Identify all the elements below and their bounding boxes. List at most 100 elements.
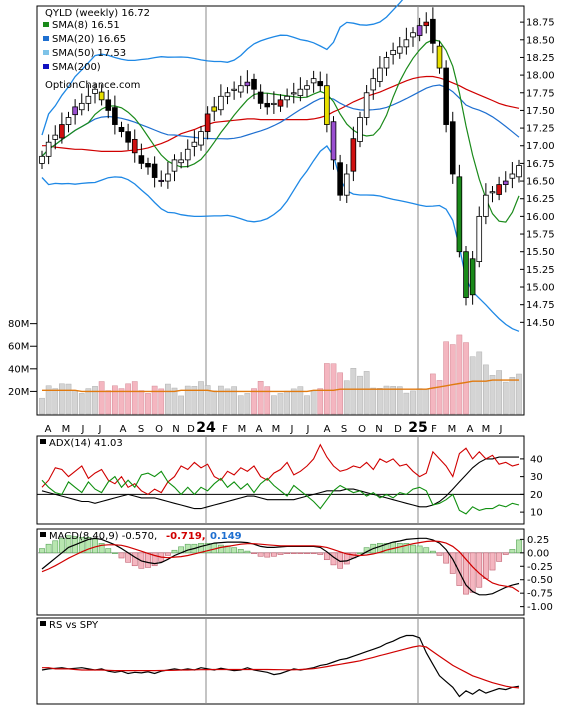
- macd-histogram-bar: [98, 543, 105, 554]
- price-tick-label: 16.25: [526, 194, 555, 205]
- volume-bar: [363, 371, 370, 415]
- adx-tick-label: 20: [530, 490, 543, 501]
- macd-histogram-bar: [509, 549, 516, 554]
- candle-body: [363, 92, 370, 118]
- macd-histogram-bar: [231, 547, 238, 554]
- volume-bars: [39, 334, 522, 415]
- x-tick-label: J: [81, 424, 85, 435]
- price-tick-label: 14.50: [526, 318, 555, 329]
- adx-series-line: [41, 470, 520, 515]
- volume-bar: [423, 388, 430, 415]
- volume-bar: [204, 385, 211, 415]
- macd-histogram-bar: [251, 552, 257, 554]
- candle-body: [430, 18, 436, 44]
- candle-body: [416, 25, 423, 36]
- volume-tick-label: 40M: [8, 364, 29, 375]
- volume-bar: [118, 388, 125, 415]
- sma20-line: [41, 84, 520, 157]
- candle-body: [52, 134, 59, 140]
- candle-body: [118, 126, 125, 133]
- candle-body: [224, 92, 231, 97]
- macd-histogram-bar: [423, 547, 430, 554]
- candle-body: [264, 102, 271, 108]
- volume-bar: [145, 393, 151, 415]
- volume-bar: [496, 370, 502, 415]
- macd-histogram-bar: [323, 552, 330, 561]
- macd-histogram-bar: [65, 535, 72, 554]
- x-tick-label: M: [238, 424, 247, 435]
- price-tick-label: 17.50: [526, 106, 555, 117]
- x-tick-label: A: [120, 424, 127, 435]
- macd-histogram-bar: [337, 552, 344, 569]
- macd-title: MACD(8,40,9) -0.570,: [49, 531, 157, 542]
- candle-body: [39, 155, 45, 164]
- macd-histogram-bar: [502, 552, 509, 555]
- candle-body: [436, 45, 443, 69]
- x-tick-label: M: [482, 424, 491, 435]
- macd-histogram-bar: [317, 552, 324, 555]
- volume-bar: [330, 363, 337, 415]
- volume-bar: [178, 395, 184, 415]
- x-tick-label: A: [324, 424, 331, 435]
- upper-band-line: [41, 0, 404, 136]
- macd-tick-label: 0.00: [527, 548, 549, 559]
- candle-body: [443, 67, 449, 125]
- rs-grid: [205, 618, 419, 704]
- macd-histogram-bar: [217, 544, 224, 554]
- candlesticks: [39, 7, 522, 306]
- macd-histogram-bar: [496, 552, 503, 562]
- volume-tick-label: 80M: [8, 319, 29, 330]
- lower-band-line: [41, 145, 520, 332]
- macd-hist-value: 0.149: [210, 531, 242, 542]
- candle-body: [78, 102, 85, 111]
- volume-bar: [184, 385, 191, 415]
- macd-histogram-bar: [171, 549, 178, 554]
- candle-body: [377, 67, 383, 82]
- price-tick-label: 16.75: [526, 159, 555, 170]
- volume-bar: [370, 387, 377, 415]
- macd-histogram-bar: [436, 552, 443, 556]
- price-panel-frame: [36, 5, 525, 416]
- rs-panel-frame: [36, 617, 525, 705]
- volume-bar: [290, 388, 297, 415]
- price-legend: QYLD (weekly) 16.72 SMA(8) 16.51 SMA(20)…: [43, 8, 150, 91]
- volume-bar: [85, 388, 92, 415]
- price-tick-label: 15.75: [526, 230, 555, 241]
- x-tick-label: O: [358, 424, 366, 435]
- volume-bar: [218, 385, 224, 415]
- macd-histogram-bar: [284, 552, 291, 554]
- macd-histogram-bar: [456, 552, 463, 586]
- adx-panel: 40 30 20 10 ADX(14) 41.03: [36, 435, 543, 525]
- candle-body: [403, 39, 410, 48]
- candle-body: [85, 95, 92, 104]
- candle-body: [290, 92, 297, 95]
- volume-bar: [456, 334, 463, 415]
- volume-bar: [138, 390, 145, 415]
- macd-histogram-bar: [429, 550, 436, 554]
- candle-body: [449, 121, 456, 175]
- legend-sma20: SMA(20) 16.65: [52, 34, 126, 45]
- volume-bar: [39, 397, 45, 415]
- candle-body: [125, 131, 131, 143]
- x-tick-label: N: [172, 424, 179, 435]
- macd-histogram-bar: [516, 539, 522, 554]
- volume-bar: [65, 383, 72, 415]
- volume-bar: [131, 381, 138, 415]
- macd-histogram-bar: [357, 552, 363, 554]
- macd-histogram-bar: [244, 550, 251, 554]
- x-axis-labels: A M J J A S O N D 24 F M A M J J A S O N D 25 F M A M J: [45, 420, 503, 436]
- price-tick-label: 14.75: [526, 300, 555, 311]
- macd-histogram-bar: [204, 543, 211, 554]
- price-tick-label: 18.00: [526, 71, 555, 82]
- macd-histogram-bar: [52, 540, 59, 554]
- volume-tick-label: 20M: [8, 387, 29, 398]
- candle-body: [509, 173, 516, 179]
- price-tick-label: 17.75: [526, 88, 555, 99]
- x-tick-label: N: [375, 424, 382, 435]
- price-tick-label: 18.50: [526, 35, 555, 46]
- volume-bar: [158, 388, 165, 415]
- x-tick-label: F: [222, 424, 228, 435]
- volume-bar: [45, 385, 52, 415]
- macd-histogram-bar: [482, 552, 489, 579]
